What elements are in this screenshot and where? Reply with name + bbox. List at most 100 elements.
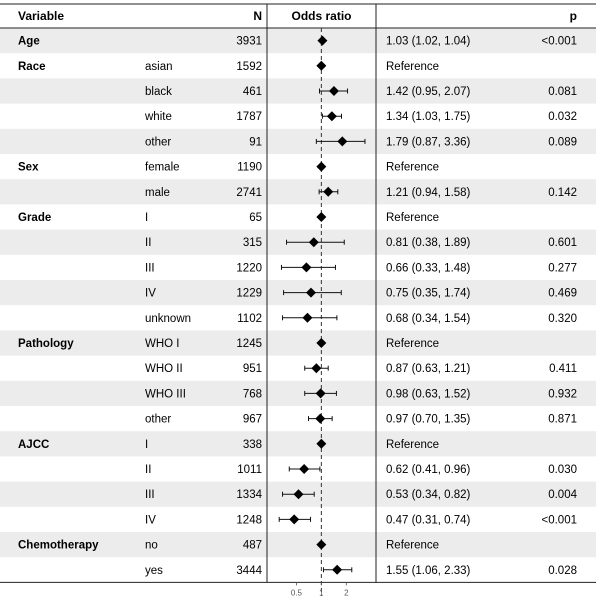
- row-estimate: 0.68 (0.34, 1.54): [386, 313, 471, 325]
- row-estimate: 1.34 (1.03, 1.75): [386, 111, 471, 123]
- row-estimate: 0.53 (0.34, 0.82): [386, 489, 471, 501]
- row-n: 91: [249, 136, 262, 148]
- row-estimate: 0.66 (0.33, 1.48): [386, 262, 471, 274]
- row-n: 487: [243, 540, 262, 552]
- row-p-value: <0.001: [542, 36, 578, 48]
- row-n: 768: [243, 388, 262, 400]
- row-p-value: 0.030: [548, 464, 577, 476]
- axis-tick-label: 1: [319, 588, 324, 597]
- row-p-value: 0.277: [548, 262, 577, 274]
- row-estimate: 0.97 (0.70, 1.35): [386, 414, 471, 426]
- row-level: male: [145, 187, 170, 199]
- row-level: other: [145, 414, 171, 426]
- row-p-value: 0.142: [548, 187, 577, 199]
- row-level: yes: [145, 565, 163, 577]
- estimate-marker: [316, 161, 327, 172]
- header-odds-ratio: Odds ratio: [291, 9, 351, 23]
- row-n: 65: [249, 212, 262, 224]
- row-p-value: 0.601: [548, 237, 577, 249]
- row-n: 1229: [236, 288, 262, 300]
- row-level: no: [145, 540, 158, 552]
- row-level: WHO I: [145, 338, 180, 350]
- row-p-value: 0.089: [548, 136, 577, 148]
- row-n: 1787: [236, 111, 262, 123]
- estimate-marker: [311, 363, 322, 374]
- row-level: II: [145, 464, 151, 476]
- estimate-marker: [332, 564, 343, 575]
- header-variable: Variable: [18, 9, 64, 23]
- row-n: 461: [243, 86, 262, 98]
- estimate-marker: [323, 186, 334, 197]
- row-stripe: [0, 78, 596, 104]
- row-level: asian: [145, 61, 173, 73]
- row-estimate: 0.98 (0.63, 1.52): [386, 388, 471, 400]
- row-n: 1220: [236, 262, 262, 274]
- estimate-marker: [306, 287, 317, 298]
- row-p-value: 0.081: [548, 86, 577, 98]
- row-level: IV: [145, 288, 156, 300]
- estimate-marker: [328, 86, 339, 96]
- row-n: 3931: [236, 36, 262, 48]
- row-level: III: [145, 489, 155, 501]
- estimate-marker: [316, 212, 327, 222]
- row-n: 1011: [237, 464, 262, 476]
- estimate-marker: [315, 388, 326, 399]
- row-variable: AJCC: [18, 439, 49, 451]
- row-estimate: 1.79 (0.87, 3.36): [386, 136, 471, 148]
- row-n: 1592: [236, 61, 262, 73]
- header-n: N: [253, 9, 262, 23]
- row-estimate: 0.75 (0.35, 1.74): [386, 288, 471, 300]
- row-stripe: [0, 128, 596, 154]
- row-n: 1245: [236, 338, 262, 350]
- row-variable: Race: [18, 61, 46, 73]
- estimate-marker: [302, 312, 313, 323]
- row-n: 1334: [236, 489, 262, 501]
- row-estimate: 0.87 (0.63, 1.21): [386, 363, 471, 375]
- row-p-value: 0.028: [548, 565, 577, 577]
- row-p-value: <0.001: [542, 514, 578, 526]
- estimate-marker: [317, 35, 328, 46]
- row-n: 951: [243, 363, 262, 375]
- row-p-value: 0.871: [548, 414, 577, 426]
- row-estimate: 1.42 (0.95, 2.07): [386, 86, 471, 98]
- estimate-marker: [326, 111, 337, 122]
- row-n: 338: [243, 439, 262, 451]
- row-p-value: 0.411: [549, 363, 577, 375]
- row-p-value: 0.932: [548, 388, 577, 400]
- row-stripe: [0, 380, 596, 406]
- estimate-marker: [308, 237, 319, 248]
- row-n: 3444: [236, 565, 262, 577]
- row-estimate: 0.81 (0.38, 1.89): [386, 237, 471, 249]
- axis-tick-label: 0.5: [291, 588, 303, 597]
- row-estimate: 1.55 (1.06, 2.33): [386, 565, 471, 577]
- estimate-marker: [301, 262, 312, 273]
- estimate-marker: [316, 60, 327, 71]
- row-n: 315: [243, 237, 262, 249]
- estimate-marker: [316, 539, 327, 550]
- row-variable: Chemotherapy: [18, 540, 99, 552]
- row-level: III: [145, 262, 155, 274]
- row-level: black: [145, 86, 172, 98]
- row-estimate: Reference: [386, 212, 439, 224]
- row-p-value: 0.004: [548, 489, 577, 501]
- estimate-marker: [316, 338, 327, 348]
- row-stripe: [0, 28, 596, 54]
- row-estimate: 0.62 (0.41, 0.96): [386, 464, 471, 476]
- row-variable: Grade: [18, 212, 51, 224]
- row-level: other: [145, 136, 171, 148]
- row-estimate: Reference: [386, 540, 439, 552]
- header-p: p: [570, 9, 577, 23]
- row-level: unknown: [145, 313, 191, 325]
- row-n: 1248: [236, 514, 262, 526]
- axis-tick-label: 2: [344, 588, 349, 597]
- estimate-marker: [299, 464, 310, 474]
- row-n: 967: [243, 414, 262, 426]
- row-level: female: [145, 162, 180, 174]
- row-p-value: 0.032: [548, 111, 577, 123]
- row-level: I: [145, 212, 148, 224]
- row-variable: Age: [18, 36, 40, 48]
- row-level: II: [145, 237, 151, 249]
- row-level: white: [144, 111, 172, 123]
- row-level: I: [145, 439, 148, 451]
